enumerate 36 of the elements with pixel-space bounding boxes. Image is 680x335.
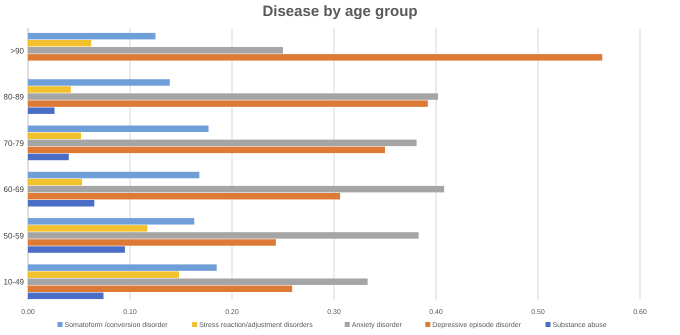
- y-tick-label: 50-59: [4, 231, 25, 240]
- bar: [28, 292, 104, 300]
- bar: [28, 186, 444, 192]
- bar: [28, 126, 209, 132]
- bar: [28, 47, 283, 54]
- bar: [28, 264, 217, 271]
- bar: [28, 178, 82, 186]
- bar: [28, 225, 148, 232]
- bar: [28, 246, 125, 253]
- bar: [28, 132, 82, 140]
- y-tick-label: 80-89: [4, 92, 25, 102]
- bar: [28, 278, 368, 285]
- bar: [28, 86, 71, 93]
- bar: [28, 100, 428, 107]
- chart-title: Disease by age group: [262, 3, 418, 20]
- y-tick-label: 10-49: [4, 278, 25, 287]
- bar: [28, 232, 419, 239]
- bar: [28, 154, 69, 160]
- bar: [28, 93, 438, 100]
- y-tick-label: >90: [10, 46, 25, 56]
- bar: [28, 32, 156, 40]
- bar: [28, 172, 200, 178]
- y-tick-label: 70-79: [4, 138, 25, 148]
- bar: [28, 192, 340, 200]
- bar: [28, 286, 292, 292]
- bar: [28, 218, 194, 225]
- bar: [28, 200, 94, 206]
- bar: [28, 239, 276, 246]
- bar: [28, 54, 602, 61]
- bar: [28, 146, 385, 154]
- bar: [28, 271, 179, 278]
- bar: [28, 79, 170, 86]
- y-tick-label: 60-69: [4, 185, 25, 194]
- bar: [28, 40, 92, 46]
- bar: [28, 140, 417, 146]
- bar: [28, 107, 55, 114]
